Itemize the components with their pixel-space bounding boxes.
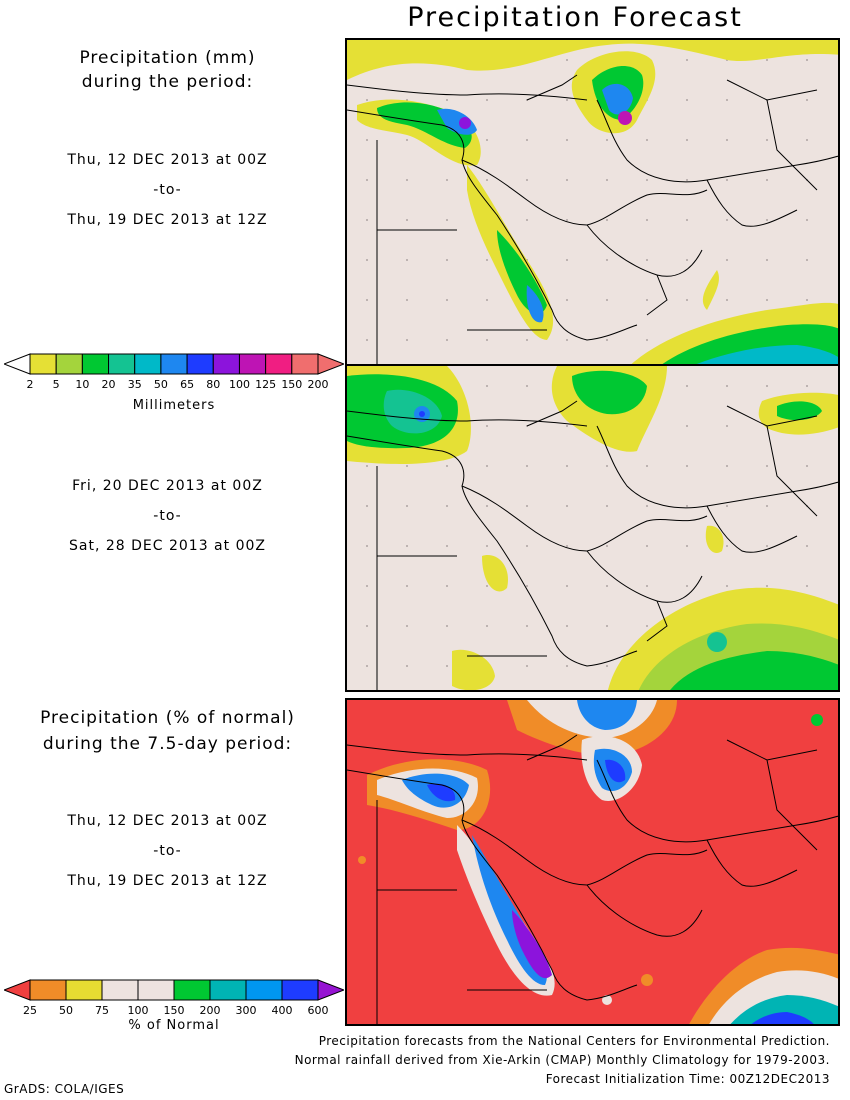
colorbar-mm-tick: 80 bbox=[206, 378, 221, 391]
colorbar-mm-tick: 65 bbox=[180, 378, 195, 391]
colorbar-pct-swatch-8 bbox=[281, 979, 319, 1001]
colorbar-percent-normal: 25 50 75 100 150 200 300 400 600 % of Normal bbox=[4, 978, 344, 1038]
colorbar-pct-tick: 600 bbox=[307, 1004, 329, 1017]
colorbar-mm-tick: 200 bbox=[307, 378, 329, 391]
colorbar-mm-swatch-5 bbox=[134, 353, 162, 375]
colorbar-pct-title: % of Normal bbox=[128, 1018, 220, 1033]
panel3-heading-line2: during the 7.5-day period: bbox=[42, 734, 293, 754]
colorbar-mm-tick: 100 bbox=[228, 378, 250, 391]
panel1-separator: -to- bbox=[153, 182, 182, 198]
panel3-end-date: Thu, 19 DEC 2013 at 12Z bbox=[67, 873, 268, 889]
colorbar-pct-swatch-2 bbox=[65, 979, 103, 1001]
colorbar-pct-swatch-6 bbox=[209, 979, 247, 1001]
map-precip-week2 bbox=[345, 364, 840, 692]
colorbar-mm-swatch-11 bbox=[317, 353, 344, 375]
colorbar-pct-swatch-7 bbox=[245, 979, 283, 1001]
colorbar-pct-swatches bbox=[4, 979, 344, 1001]
panel1-heading-line2: during the period: bbox=[81, 72, 254, 92]
colorbar-mm-tick: 150 bbox=[281, 378, 303, 391]
colorbar-pct-tick: 150 bbox=[163, 1004, 185, 1017]
grads-footer: GrADS: COLA/IGES bbox=[4, 1082, 125, 1096]
credits-line1: Precipitation forecasts from the Nationa… bbox=[318, 1034, 830, 1048]
credits-line2: Normal rainfall derived from Xie-Arkin (… bbox=[294, 1053, 830, 1067]
colorbar-mm-swatches bbox=[4, 353, 344, 375]
colorbar-mm-swatch-8 bbox=[212, 353, 240, 375]
colorbar-pct-swatch-3 bbox=[101, 979, 139, 1001]
credits-line3: Forecast Initialization Time: 00Z12DEC20… bbox=[545, 1072, 830, 1086]
colorbar-mm-tick: 35 bbox=[127, 378, 142, 391]
colorbar-pct-ticks: 25 50 75 100 150 200 300 400 600 bbox=[4, 1004, 344, 1018]
colorbar-pct-tick: 200 bbox=[199, 1004, 221, 1017]
panel2-start-date: Fri, 20 DEC 2013 at 00Z bbox=[72, 478, 263, 494]
colorbar-mm-swatch-0 bbox=[4, 353, 31, 375]
colorbar-pct-swatch-9 bbox=[317, 979, 344, 1001]
colorbar-mm-title: Millimeters bbox=[132, 398, 216, 413]
colorbar-mm-tick: 125 bbox=[255, 378, 277, 391]
panel3-heading-line1: Precipitation (% of normal) bbox=[40, 708, 295, 728]
colorbar-mm-tick: 5 bbox=[52, 378, 60, 391]
panel1-end-date: Thu, 19 DEC 2013 at 12Z bbox=[67, 212, 268, 228]
colorbar-mm-swatch-11 bbox=[291, 353, 319, 375]
colorbar-mm-swatch-7 bbox=[186, 353, 214, 375]
colorbar-mm-tick: 10 bbox=[75, 378, 90, 391]
colorbar-mm-tick: 2 bbox=[26, 378, 34, 391]
colorbar-pct-swatch-5 bbox=[173, 979, 211, 1001]
colorbar-mm-swatch-3 bbox=[81, 353, 110, 375]
colorbar-pct-swatch-4 bbox=[137, 979, 175, 1001]
map-percent-normal bbox=[345, 698, 840, 1026]
colorbar-mm-swatch-9 bbox=[238, 353, 267, 375]
colorbar-mm-swatch-1 bbox=[29, 353, 57, 375]
colorbar-mm-swatch-10 bbox=[265, 353, 293, 375]
colorbar-pct-tick: 400 bbox=[271, 1004, 293, 1017]
colorbar-mm-swatch-6 bbox=[160, 353, 188, 375]
colorbar-pct-swatch-1 bbox=[29, 979, 67, 1001]
colorbar-pct-tick: 50 bbox=[59, 1004, 73, 1017]
panel1-heading-line1: Precipitation (mm) bbox=[79, 48, 256, 68]
colorbar-pct-swatch-0 bbox=[4, 979, 31, 1001]
colorbar-pct-tick: 100 bbox=[127, 1004, 149, 1017]
map-precip-week1 bbox=[345, 38, 840, 366]
panel2-separator: -to- bbox=[153, 508, 182, 524]
colorbar-mm-tick: 20 bbox=[101, 378, 116, 391]
panel3-separator: -to- bbox=[153, 843, 182, 859]
panel1-start-date: Thu, 12 DEC 2013 at 00Z bbox=[67, 152, 268, 168]
colorbar-millimeters: 2 5 10 20 35 50 65 80 100 125 150 200 Millimeters bbox=[4, 352, 344, 413]
colorbar-pct-tick: 300 bbox=[235, 1004, 257, 1017]
precip-north-band bbox=[347, 40, 838, 80]
colorbar-mm-ticks: 2 5 10 20 35 50 65 80 100 125 150 200 bbox=[4, 378, 344, 392]
colorbar-pct-tick: 75 bbox=[95, 1004, 109, 1017]
colorbar-mm-tick: 50 bbox=[153, 378, 168, 391]
panel2-end-date: Sat, 28 DEC 2013 at 00Z bbox=[69, 538, 266, 554]
colorbar-pct-tick: 25 bbox=[23, 1004, 37, 1017]
colorbar-mm-swatch-2 bbox=[55, 353, 83, 375]
page-title: Precipitation Forecast bbox=[407, 2, 743, 33]
colorbar-mm-swatch-4 bbox=[108, 353, 136, 375]
panel3-start-date: Thu, 12 DEC 2013 at 00Z bbox=[67, 813, 268, 829]
